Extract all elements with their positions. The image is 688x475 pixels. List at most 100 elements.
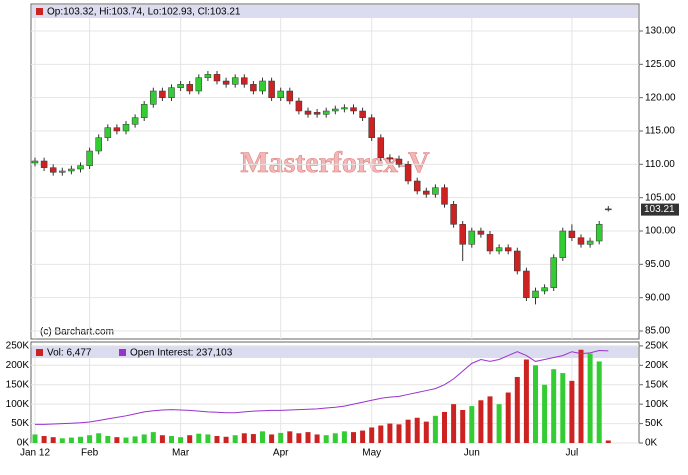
volume-bar [59, 438, 65, 443]
candle-body [495, 247, 503, 252]
volume-bar [105, 436, 111, 443]
candle-body [586, 240, 594, 245]
candle-body [377, 137, 385, 158]
candle-body [404, 164, 412, 182]
candle-body [386, 157, 394, 160]
volume-bar [487, 396, 493, 443]
y-tick-label: 85.00 [645, 326, 670, 337]
volume-bar [141, 434, 147, 443]
x-tick-label: Feb [81, 448, 99, 459]
volume-bar [523, 359, 529, 443]
candle-body [341, 107, 348, 110]
volume-bar [405, 419, 411, 443]
candle-body [86, 150, 93, 166]
volume-bar [250, 434, 256, 443]
candle-body [350, 107, 357, 112]
volume-bar [378, 425, 384, 443]
legend-swatch [119, 349, 126, 356]
volume-bar [68, 437, 74, 443]
volume-bar [596, 361, 602, 443]
volume-bar [232, 435, 238, 443]
y2-left-tick-label: 0K [17, 438, 30, 449]
y-tick-label: 90.00 [645, 292, 670, 303]
candle-body [441, 187, 448, 205]
candle-body [577, 237, 585, 245]
candle-body [131, 117, 139, 125]
y-tick-label: 130.00 [645, 26, 676, 37]
candle-body [241, 77, 248, 85]
x-tick-label: Jul [566, 448, 579, 459]
candle-body [268, 80, 275, 98]
volume-bar [196, 433, 202, 443]
candle-body [231, 77, 239, 85]
volume-bar [505, 392, 511, 443]
volume-bar [296, 433, 302, 443]
candle-body [423, 190, 430, 195]
open-interest-text: Open Interest: 237,103 [130, 348, 233, 359]
legend-swatch [36, 349, 43, 356]
volume-bar [578, 349, 584, 443]
candle-body [168, 87, 175, 98]
volume-bar [414, 417, 420, 443]
volume-bar [551, 369, 557, 443]
x-tick-label: May [362, 448, 381, 459]
volume-bar [205, 434, 211, 443]
candle-body [222, 80, 230, 85]
y2-left-tick-label: 50K [11, 418, 29, 429]
candle-body [277, 90, 284, 98]
volume-bar [341, 431, 347, 443]
volume-bar [496, 404, 502, 443]
candle-body [204, 74, 212, 78]
candle-body [541, 287, 548, 292]
source: (c) Barchart.com [40, 327, 114, 338]
volume-bar [214, 436, 220, 443]
volume-bar [423, 421, 429, 443]
volume-bar [78, 436, 83, 443]
candle-body [140, 104, 148, 118]
y-tick-label: 110.00 [645, 159, 675, 170]
volume-bar [241, 433, 247, 443]
x-tick-label: Jan 12 [20, 448, 50, 459]
candle-body [68, 168, 75, 172]
y-tick-label: 120.00 [645, 92, 676, 103]
volume-bar [351, 432, 356, 443]
volume-bar [32, 434, 38, 443]
volume-bar [260, 431, 265, 443]
volume-bar [542, 384, 548, 443]
volume-bar [369, 427, 375, 443]
candle-body [40, 160, 48, 168]
volume-bar [41, 436, 47, 443]
candle-body [122, 124, 130, 132]
candle-body [250, 84, 257, 92]
volume-bar [332, 433, 338, 443]
volume-bar [314, 434, 320, 443]
y-tick-label: 125.00 [645, 59, 676, 70]
y2-tick-label: 0K [645, 438, 658, 449]
candle-body [459, 224, 466, 245]
y2-tick-label: 100K [645, 399, 669, 410]
last-price-label: 103.21 [644, 204, 675, 215]
legend-swatch [36, 8, 43, 15]
volume-bar [569, 380, 575, 443]
candle-body [195, 77, 203, 92]
y2-tick-label: 250K [645, 341, 669, 352]
candle-body [213, 74, 221, 82]
volume-bar [159, 435, 165, 443]
candle-body [477, 230, 485, 235]
candle-body [322, 110, 330, 115]
candle-body [186, 84, 193, 92]
candle-body [31, 160, 39, 164]
candle-body [432, 187, 439, 195]
y-tick-label: 105.00 [645, 192, 676, 203]
y2-left-tick-label: 150K [6, 379, 30, 390]
volume-text: Vol: 6,477 [47, 348, 92, 359]
volume-bar [178, 437, 184, 443]
open-interest-line [35, 350, 609, 425]
volume-bar [533, 365, 538, 443]
candle-body [514, 250, 521, 272]
candle-body [395, 158, 403, 165]
candle-body [104, 127, 112, 138]
volume-bar [478, 400, 484, 443]
candle-body [595, 224, 603, 242]
x-tick-label: Mar [172, 448, 190, 459]
